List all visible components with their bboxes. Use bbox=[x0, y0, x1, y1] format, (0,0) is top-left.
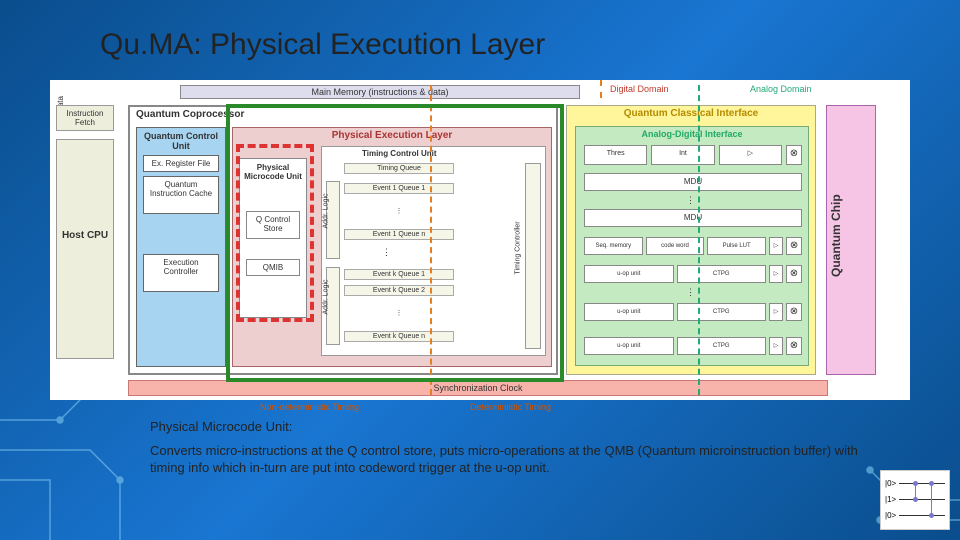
event-queue-k-2: Event k Queue 2 bbox=[344, 285, 454, 296]
event-queue-k-1: Event k Queue 1 bbox=[344, 269, 454, 280]
quantum-coprocessor: Quantum Coprocessor Quantum Control Unit… bbox=[128, 105, 558, 375]
addr-logic-1: Addr. Logic bbox=[326, 181, 340, 259]
event-queue-1-n: Event 1 Queue n bbox=[344, 229, 454, 240]
synchronization-clock: Synchronization Clock bbox=[128, 380, 828, 396]
caption-title: Physical Microcode Unit: bbox=[150, 418, 890, 436]
mixer-icon bbox=[786, 237, 802, 255]
q-control-store: Q Control Store bbox=[246, 211, 300, 239]
caption-block: Physical Microcode Unit: Converts micro-… bbox=[150, 418, 890, 477]
uop-row-1: u-op unit CTPG ▷ bbox=[584, 265, 802, 283]
seq-memory: Seq. memory bbox=[584, 237, 643, 255]
uop-unit: u-op unit bbox=[584, 337, 674, 355]
coproc-label: Quantum Coprocessor bbox=[136, 109, 244, 120]
integrator-box: Int bbox=[651, 145, 714, 165]
execution-controller: Execution Controller bbox=[143, 254, 219, 292]
uop-row-last: u-op unit CTPG ▷ bbox=[584, 337, 802, 355]
physical-execution-layer: Physical Execution Layer Physical Microc… bbox=[232, 127, 552, 367]
pulse-lut: Pulse LUT bbox=[707, 237, 766, 255]
qmib: QMIB bbox=[246, 259, 300, 276]
qci-label: Quantum Classical Interface bbox=[567, 108, 815, 119]
ctpg: CTPG bbox=[677, 337, 767, 355]
threshold-row: Thres Int ▷ bbox=[584, 145, 802, 165]
mixer-icon bbox=[786, 303, 802, 321]
digital-domain-label: Digital Domain bbox=[610, 84, 669, 94]
main-memory: Main Memory (instructions & data) bbox=[180, 85, 580, 99]
event-queue-1-1: Event 1 Queue 1 bbox=[344, 183, 454, 194]
caption-body: Converts micro-instructions at the Q con… bbox=[150, 442, 890, 477]
analog-digital-interface: Analog-Digital Interface Thres Int ▷ MDU… bbox=[575, 126, 809, 366]
timing-queue: Timing Queue bbox=[344, 163, 454, 174]
nondeterministic-timing-label: Non-deterministic Timing bbox=[260, 402, 359, 412]
addr-logic-k: Addr. Logic bbox=[326, 267, 340, 345]
seq-row: Seq. memory code word Pulse LUT ▷ bbox=[584, 237, 802, 255]
analog-domain-label: Analog Domain bbox=[750, 84, 812, 94]
uop-row-n: u-op unit CTPG ▷ bbox=[584, 303, 802, 321]
threshold-box: Thres bbox=[584, 145, 647, 165]
timing-controller: Timing Controller bbox=[525, 163, 541, 349]
event-queue-k-n: Event k Queue n bbox=[344, 331, 454, 342]
timing-divider-1 bbox=[430, 85, 432, 395]
uop-unit: u-op unit bbox=[584, 303, 674, 321]
physical-microcode-unit: Physical Microcode Unit Q Control Store … bbox=[239, 158, 307, 318]
slide-title: Qu.MA: Physical Execution Layer bbox=[100, 28, 545, 62]
qubit-label-0: |0> bbox=[885, 479, 896, 488]
mixer-icon bbox=[786, 337, 802, 355]
quantum-classical-interface: Quantum Classical Interface Analog-Digit… bbox=[566, 105, 816, 375]
qubit-label-1: |1> bbox=[885, 495, 896, 504]
quantum-chip: Quantum Chip bbox=[826, 105, 876, 375]
host-cpu: Host CPU bbox=[56, 139, 114, 359]
mixer-icon bbox=[786, 265, 802, 283]
domain-divider bbox=[698, 85, 700, 395]
ex-register-file: Ex. Register File bbox=[143, 155, 219, 172]
amp-icon: ▷ bbox=[719, 145, 782, 165]
ctpg: CTPG bbox=[677, 265, 767, 283]
qubit-label-2: |0> bbox=[885, 511, 896, 520]
quantum-instruction-cache: Quantum Instruction Cache bbox=[143, 176, 219, 214]
adi-label: Analog-Digital Interface bbox=[578, 129, 806, 139]
architecture-diagram: Main Memory (instructions & data) Digita… bbox=[50, 80, 910, 400]
quantum-control-unit: Quantum Control Unit Ex. Register File Q… bbox=[136, 127, 226, 367]
pel-label: Physical Execution Layer bbox=[233, 130, 551, 141]
mdu-1: MDU bbox=[584, 173, 802, 191]
quantum-circuit-thumb: |0> |1> |0> bbox=[880, 470, 950, 530]
mixer-icon bbox=[786, 145, 802, 165]
domain-divider-top bbox=[600, 80, 602, 98]
tcu-label: Timing Control Unit bbox=[362, 149, 437, 158]
ctpg: CTPG bbox=[677, 303, 767, 321]
uop-unit: u-op unit bbox=[584, 265, 674, 283]
timing-control-unit: Timing Control Unit Timing Queue Addr. L… bbox=[321, 146, 546, 356]
dac-icon: ▷ bbox=[769, 237, 783, 255]
instruction-fetch: Instruction Fetch bbox=[56, 105, 114, 131]
deterministic-timing-label: Deterministic Timing bbox=[470, 402, 551, 412]
pmu-label: Physical Microcode Unit bbox=[242, 163, 304, 181]
mdu-n: MDU bbox=[584, 209, 802, 227]
code-word: code word bbox=[646, 237, 705, 255]
qcu-label: Quantum Control Unit bbox=[137, 131, 225, 151]
host-column: Instruction Fetch Host CPU bbox=[56, 105, 116, 359]
